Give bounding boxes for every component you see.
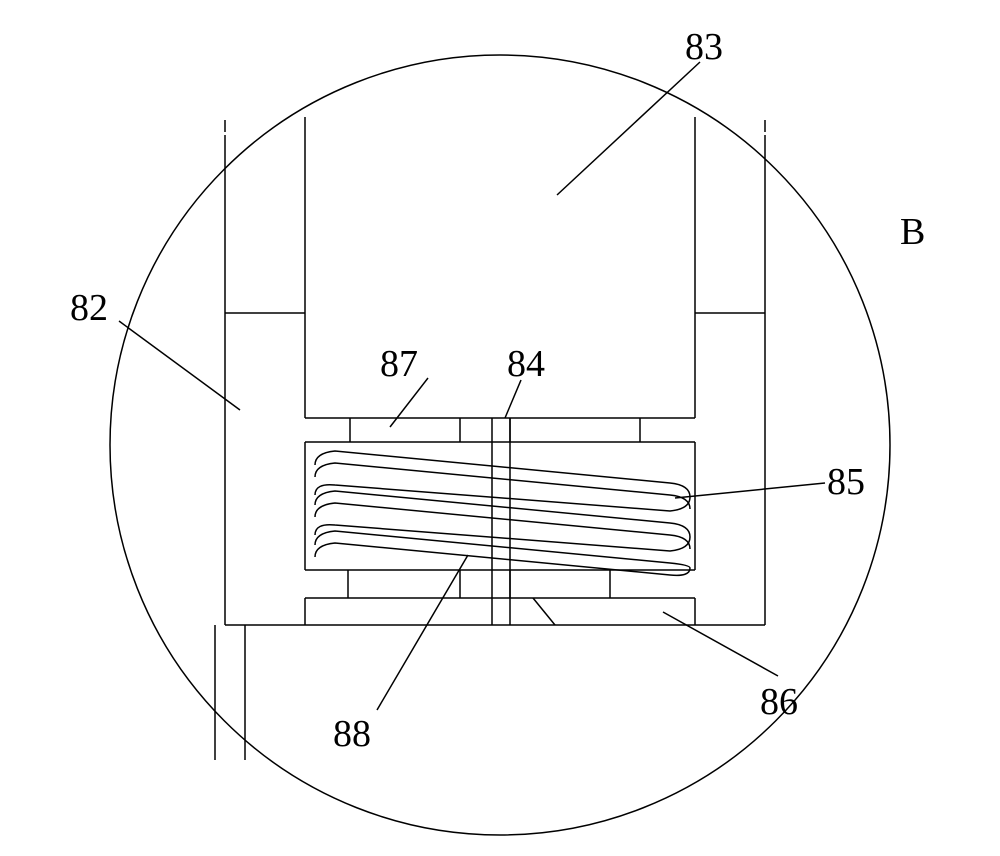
callout-label-88: 88 <box>333 712 371 756</box>
diagram-svg <box>0 0 1000 856</box>
callout-label-86: 86 <box>760 680 798 724</box>
callout-label-85: 85 <box>827 460 865 504</box>
callout-label-82: 82 <box>70 286 108 330</box>
callout-label-B: B <box>900 210 925 254</box>
callout-label-87: 87 <box>380 342 418 386</box>
callout-label-84: 84 <box>507 342 545 386</box>
callout-label-83: 83 <box>685 25 723 69</box>
